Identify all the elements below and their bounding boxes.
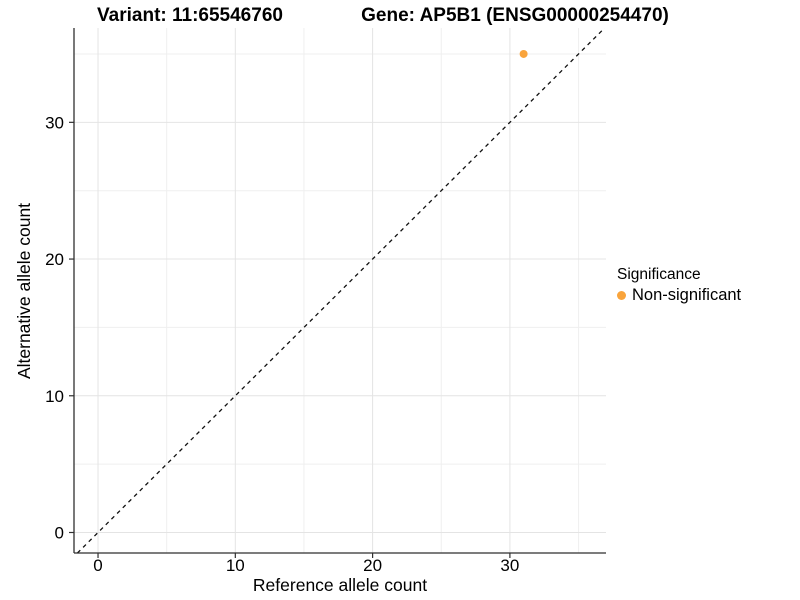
x-tick-label: 20 [363,556,382,575]
legend-item-label: Non-significant [632,286,742,304]
data-marks [76,28,606,553]
legend-item: Non-significant [617,286,741,305]
axes [69,28,606,558]
x-axis-label: Reference allele count [253,575,427,595]
y-tick-label: 20 [45,250,64,269]
x-tick-label: 0 [93,556,102,575]
y-tick-label: 10 [45,387,64,406]
plot-title-gene: Gene: AP5B1 (ENSG00000254470) [361,5,669,26]
data-point [519,49,528,58]
x-tick-label: 10 [226,556,245,575]
y-axis-label: Alternative allele count [14,203,34,379]
tick-labels: 0 10 20 30 0 10 20 30 [45,113,519,575]
legend-title: Significance [617,266,701,283]
legend: Significance Non-significant [617,265,741,305]
point-swatch-icon [617,291,626,300]
identity-line [76,28,606,553]
plot-title-variant: Variant: 11:65546760 [97,5,283,26]
minor-gridlines [74,28,606,553]
major-gridlines [74,28,606,553]
y-tick-label: 0 [55,523,64,542]
x-tick-label: 30 [500,556,519,575]
y-tick-label: 30 [45,113,64,132]
